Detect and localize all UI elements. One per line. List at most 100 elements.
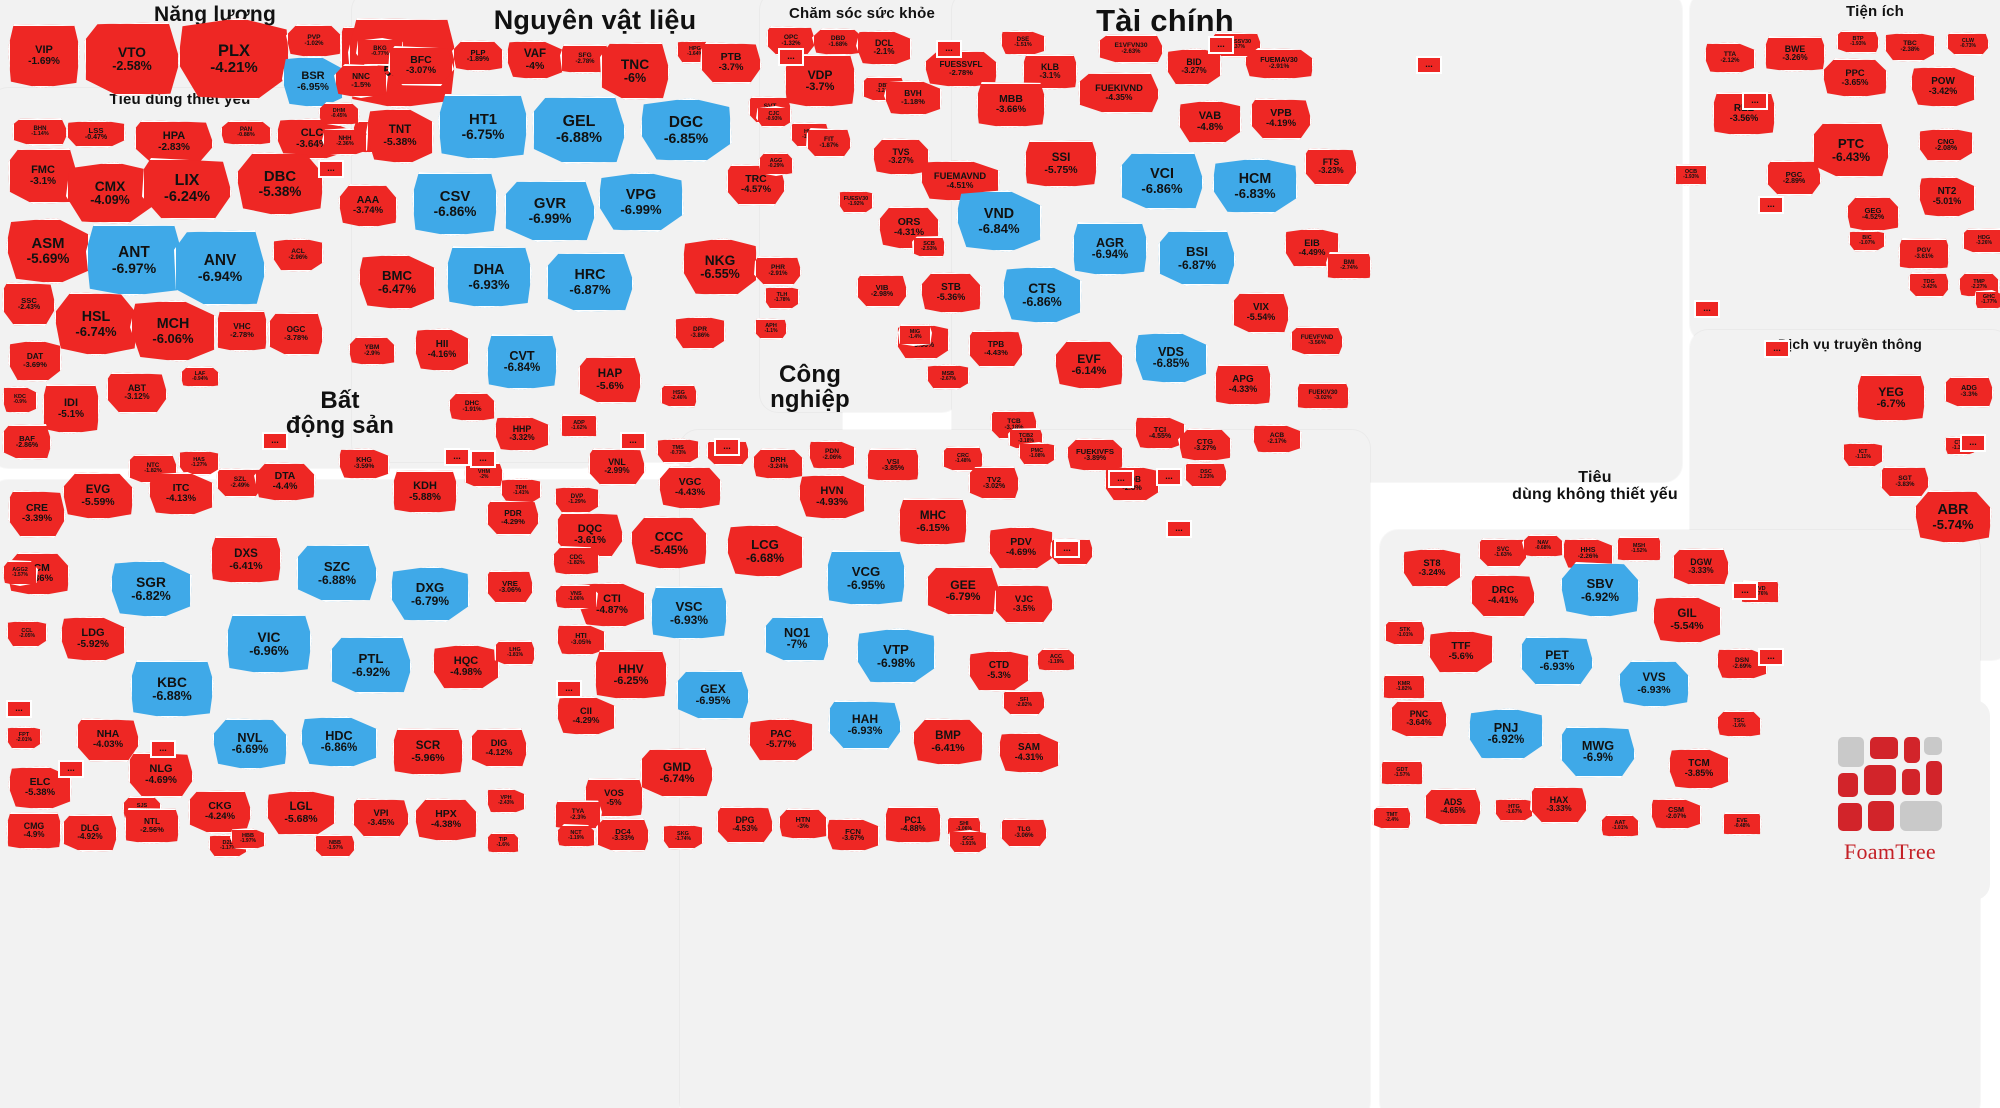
treemap-cell[interactable]: POW -3.42% [1910,66,1976,108]
treemap-cell[interactable]: NTL -2.56% [124,808,180,844]
treemap-cell[interactable]: FUEVFVND -3.56% [1290,326,1344,356]
treemap-cell-overflow[interactable]: ... [1208,36,1234,54]
treemap-cell[interactable]: TMS -0.73% [656,438,700,464]
treemap-cell[interactable]: MCH -6.06% [130,300,216,362]
treemap-cell[interactable]: FPT -2.01% [6,726,42,750]
treemap-cell[interactable]: GHC -1.77% [1974,290,2000,310]
treemap-cell[interactable]: DVP -1.29% [554,486,600,514]
treemap-cell[interactable]: PMC -1.08% [1018,442,1056,466]
treemap-cell[interactable]: SGT -3.83% [1880,466,1930,498]
treemap-cell[interactable]: BSI -6.87% [1158,230,1236,286]
treemap-cell-overflow[interactable]: ... [1054,540,1080,558]
treemap-cell[interactable]: PNC -3.64% [1390,700,1448,738]
treemap-cell[interactable]: MHC -6.15% [898,498,968,546]
treemap-cell[interactable]: VNL -2.99% [588,448,646,486]
treemap-cell[interactable]: APG -4.33% [1214,364,1272,406]
treemap-cell[interactable]: EVG -5.59% [62,472,134,520]
treemap-cell[interactable]: CNG -2.08% [1918,128,1974,162]
treemap-cell[interactable]: PGV -3.61% [1898,238,1950,270]
treemap-cell[interactable]: FUEKIV30 -3.02% [1296,382,1350,410]
treemap-cell[interactable]: DC4 -3.33% [596,818,650,852]
treemap-cell[interactable]: GEE -6.79% [926,566,1000,616]
treemap-cell[interactable]: DTA -4.4% [254,462,316,502]
treemap-cell[interactable]: NKG -6.55% [682,238,758,296]
treemap-cell[interactable]: GMD -6.74% [640,748,714,798]
treemap-cell[interactable]: HPA -2.83% [134,120,214,164]
treemap-cell[interactable]: BID -3.27% [1166,48,1222,86]
treemap-cell[interactable]: SCR -5.96% [392,728,464,776]
treemap-cell[interactable]: DRH -3.24% [752,448,804,480]
treemap-cell[interactable]: VPH -2.43% [486,788,526,814]
treemap-cell[interactable]: DGC -6.85% [640,98,732,162]
treemap-cell[interactable]: TTA -2.12% [1704,42,1756,74]
treemap-cell[interactable]: HQC -4.98% [432,644,500,690]
treemap-cell[interactable]: DSE -1.51% [1000,30,1046,56]
treemap-cell[interactable]: TDG -3.42% [1908,272,1950,298]
treemap-cell[interactable]: VCG -6.95% [826,550,906,606]
treemap-cell[interactable]: VPI -3.45% [352,798,410,838]
treemap-cell-overflow[interactable]: ... [1742,92,1768,110]
treemap-cell[interactable]: CMG -4.9% [6,812,62,850]
treemap-cell[interactable]: PDR -4.29% [486,500,540,536]
treemap-cell[interactable]: CCL -2.05% [6,620,48,648]
treemap-cell-overflow[interactable]: ... [1764,340,1790,358]
treemap-cell[interactable]: ASM -5.69% [6,218,90,284]
treemap-cell[interactable]: BFC -3.07% [388,46,454,86]
treemap-cell[interactable]: VVS -6.93% [1618,660,1690,708]
treemap-cell[interactable]: SSC -2.43% [2,282,56,326]
treemap-cell[interactable]: TCM -3.85% [1668,748,1730,790]
treemap-cell[interactable]: AGR -6.94% [1072,222,1148,276]
treemap-cell[interactable]: DBC -5.38% [236,152,324,216]
treemap-cell[interactable]: MSB -2.67% [926,364,970,390]
treemap-cell[interactable]: VRE -3.06% [486,570,534,604]
treemap-cell[interactable]: SVC -1.63% [1478,538,1528,568]
treemap-cell[interactable]: OCB -1.93% [1674,164,1708,186]
treemap-cell[interactable]: PAN -0.88% [220,120,272,146]
treemap-cell[interactable]: CDC -1.82% [552,546,600,576]
treemap-cell[interactable]: PNJ -6.92% [1468,708,1544,760]
treemap-cell[interactable]: TLG -3.06% [1000,818,1048,848]
treemap-cell[interactable]: CCC -5.45% [630,516,708,570]
treemap-cell[interactable]: YBM -2.9% [348,336,396,366]
treemap-cell[interactable]: PET -6.93% [1520,636,1594,686]
treemap-cell[interactable]: ADG -3.3% [1944,376,1994,408]
treemap-cell[interactable]: SSI -5.75% [1024,140,1098,188]
treemap-cell[interactable]: TPB -4.43% [968,330,1024,368]
treemap-cell[interactable]: TLH -1.78% [764,286,800,310]
treemap-cell[interactable]: CMX -4.09% [66,162,154,224]
treemap-cell[interactable]: KDC -0.9% [2,386,38,414]
treemap-cell[interactable]: FCN -3.67% [826,818,880,852]
treemap-cell[interactable]: DHC -1.91% [448,392,496,422]
treemap-cell[interactable]: TBC -2.38% [1884,32,1936,62]
treemap-cell[interactable]: DAT -3.69% [8,340,62,382]
treemap-cell[interactable]: VND -6.84% [956,190,1042,252]
treemap-cell[interactable]: PC1 -4.88% [884,806,942,844]
treemap-cell[interactable]: LGL -5.68% [266,790,336,836]
treemap-cell[interactable]: APH -1.1% [754,318,788,340]
treemap-cell[interactable]: MBB -3.66% [976,82,1046,128]
treemap-cell[interactable]: DHA -6.93% [446,246,532,308]
treemap-cell[interactable]: TMT -2.4% [1372,806,1412,830]
treemap-cell[interactable]: SAM -4.31% [998,732,1060,774]
treemap-cell[interactable]: SCS -1.91% [948,830,988,854]
treemap-cell[interactable]: BWE -3.26% [1764,36,1826,72]
treemap-cell[interactable]: TIP -1.6% [486,832,520,854]
treemap-cell[interactable]: SBV -6.92% [1560,562,1640,618]
treemap-cell[interactable]: VDS -6.85% [1134,332,1208,384]
treemap-cell[interactable]: VSC -6.93% [650,586,728,640]
treemap-cell[interactable]: HSL -6.74% [54,292,138,356]
treemap-cell[interactable]: VTO -2.58% [84,22,180,96]
treemap-cell[interactable]: LIX -6.24% [142,158,232,220]
treemap-cell[interactable]: CTD -5.3% [968,650,1030,692]
treemap-cell[interactable]: VAF -4% [506,40,564,80]
treemap-cell[interactable]: VGC -4.43% [658,466,722,510]
treemap-cell[interactable]: ADS -4.65% [1424,788,1482,826]
treemap-cell[interactable]: PLP -1.89% [452,40,504,72]
treemap-cell-overflow[interactable]: ... [1108,470,1134,488]
treemap-cell[interactable]: DXS -6.41% [210,536,282,584]
treemap-cell[interactable]: VIX -5.54% [1232,292,1290,334]
treemap-cell[interactable]: HBB -1.97% [230,828,266,850]
treemap-cell[interactable]: ANV -6.94% [174,230,266,306]
treemap-cell[interactable]: KHG -3.59% [338,448,390,480]
